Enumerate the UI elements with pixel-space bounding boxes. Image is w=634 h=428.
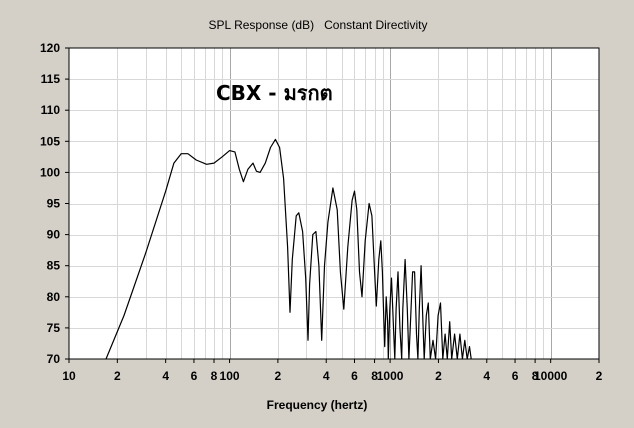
y-tick-label: 110	[41, 103, 61, 117]
y-tick-label: 100	[40, 165, 60, 179]
x-axis-title: Frequency (hertz)	[267, 398, 368, 412]
chart-annotation: CBX - มรกต	[216, 81, 333, 105]
x-tick-label: 2	[114, 369, 121, 383]
x-tick-label: 100	[220, 369, 240, 383]
x-tick-label: 2	[275, 369, 282, 383]
y-tick-label: 80	[47, 290, 61, 304]
x-tick-label: 4	[162, 369, 169, 383]
y-tick-label: 70	[47, 352, 61, 366]
plot-area	[69, 48, 599, 359]
x-tick-label: 6	[191, 369, 198, 383]
x-tick-label: 4	[483, 369, 490, 383]
x-tick-label: 8	[211, 369, 218, 383]
x-tick-label: 8	[371, 369, 378, 383]
grid	[69, 48, 600, 359]
y-tick-label: 90	[47, 228, 61, 242]
x-tick-label: 1000	[377, 369, 404, 383]
y-tick-label: 105	[40, 134, 60, 148]
x-tick-label: 2	[596, 369, 603, 383]
chart-title: SPL Response (dB) Constant Directivity	[209, 18, 428, 32]
x-tick-label: 6	[351, 369, 358, 383]
y-axis: 70 75 80 85 90 95 100 105 110 115 120	[40, 41, 69, 366]
y-tick-label: 95	[47, 197, 61, 211]
x-tick-label: 10	[62, 369, 76, 383]
x-tick-label: 2	[435, 369, 442, 383]
x-tick-label: 8	[532, 369, 539, 383]
y-tick-label: 115	[41, 72, 61, 86]
x-tick-label: 10000	[534, 369, 568, 383]
x-tick-label: 4	[323, 369, 330, 383]
y-tick-label: 120	[40, 41, 60, 55]
x-tick-label: 6	[512, 369, 519, 383]
y-tick-label: 75	[47, 321, 61, 335]
y-tick-label: 85	[47, 259, 61, 273]
